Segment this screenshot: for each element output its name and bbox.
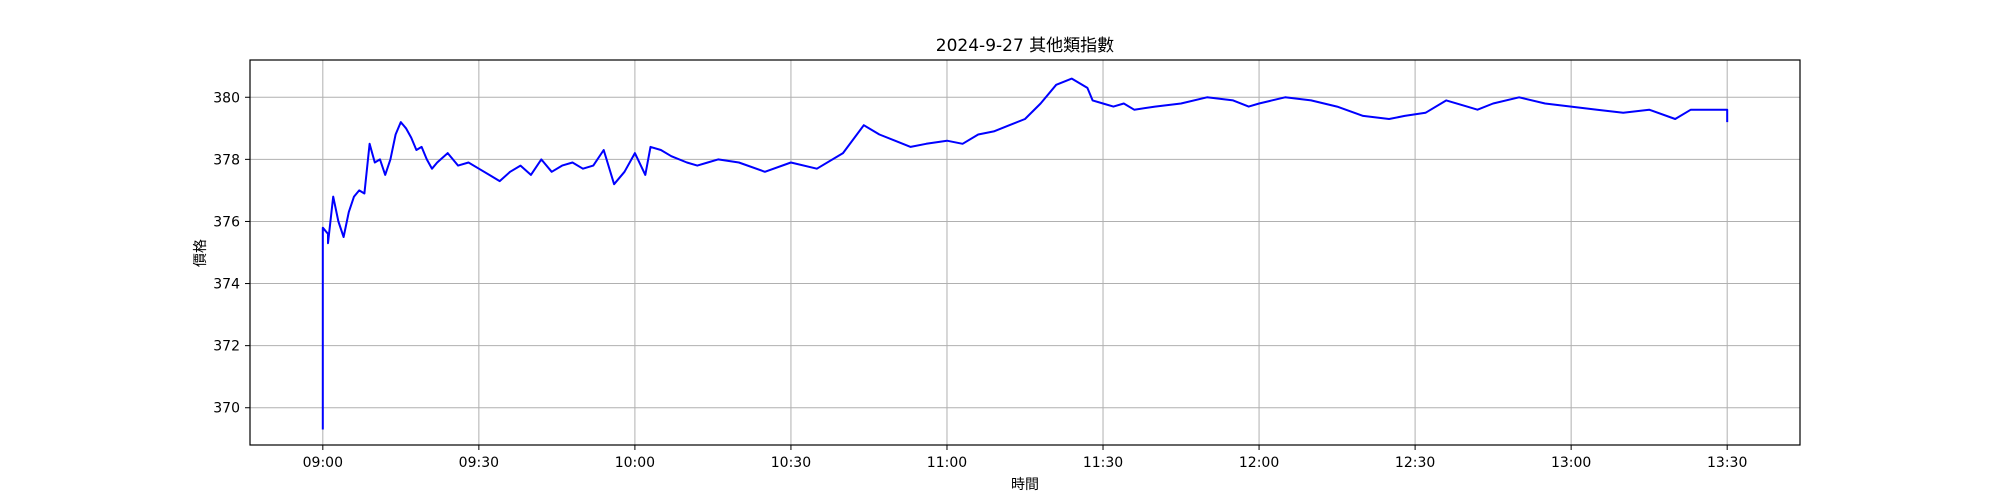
x-tick-label: 11:00 (927, 455, 967, 471)
x-axis: 09:00 09:30 10:00 10:30 11:00 11:30 12:00 12:30… (303, 445, 1747, 471)
x-tick-label: 10:30 (771, 455, 811, 471)
plot-frame (249, 59, 1801, 446)
y-axis-title: 價格 (192, 239, 209, 267)
x-tick-label: 11:30 (1083, 455, 1123, 471)
series-line (321, 77, 1729, 430)
x-tick-label: 10:00 (615, 455, 655, 471)
x-axis-title: 時間 (1011, 477, 1039, 493)
x-tick-label: 09:00 (303, 455, 343, 471)
series-layer (321, 77, 1729, 430)
x-tick-label: 12:00 (1239, 455, 1279, 471)
grid (250, 60, 1800, 445)
x-tick-label: 12:30 (1395, 455, 1435, 471)
chart-title: 2024-9-27 其他類指數 (936, 36, 1114, 56)
y-tick-label: 378 (213, 152, 240, 168)
x-tick-label: 13:30 (1707, 455, 1747, 471)
y-tick-label: 380 (213, 90, 240, 106)
x-tick-label: 09:30 (459, 455, 499, 471)
y-tick-label: 376 (213, 214, 240, 230)
x-tick-label: 13:00 (1551, 455, 1591, 471)
y-tick-label: 370 (213, 401, 240, 417)
y-axis: 370 372 374 376 378 380 (213, 90, 250, 417)
y-tick-label: 372 (213, 339, 240, 355)
y-tick-label: 374 (213, 277, 240, 293)
